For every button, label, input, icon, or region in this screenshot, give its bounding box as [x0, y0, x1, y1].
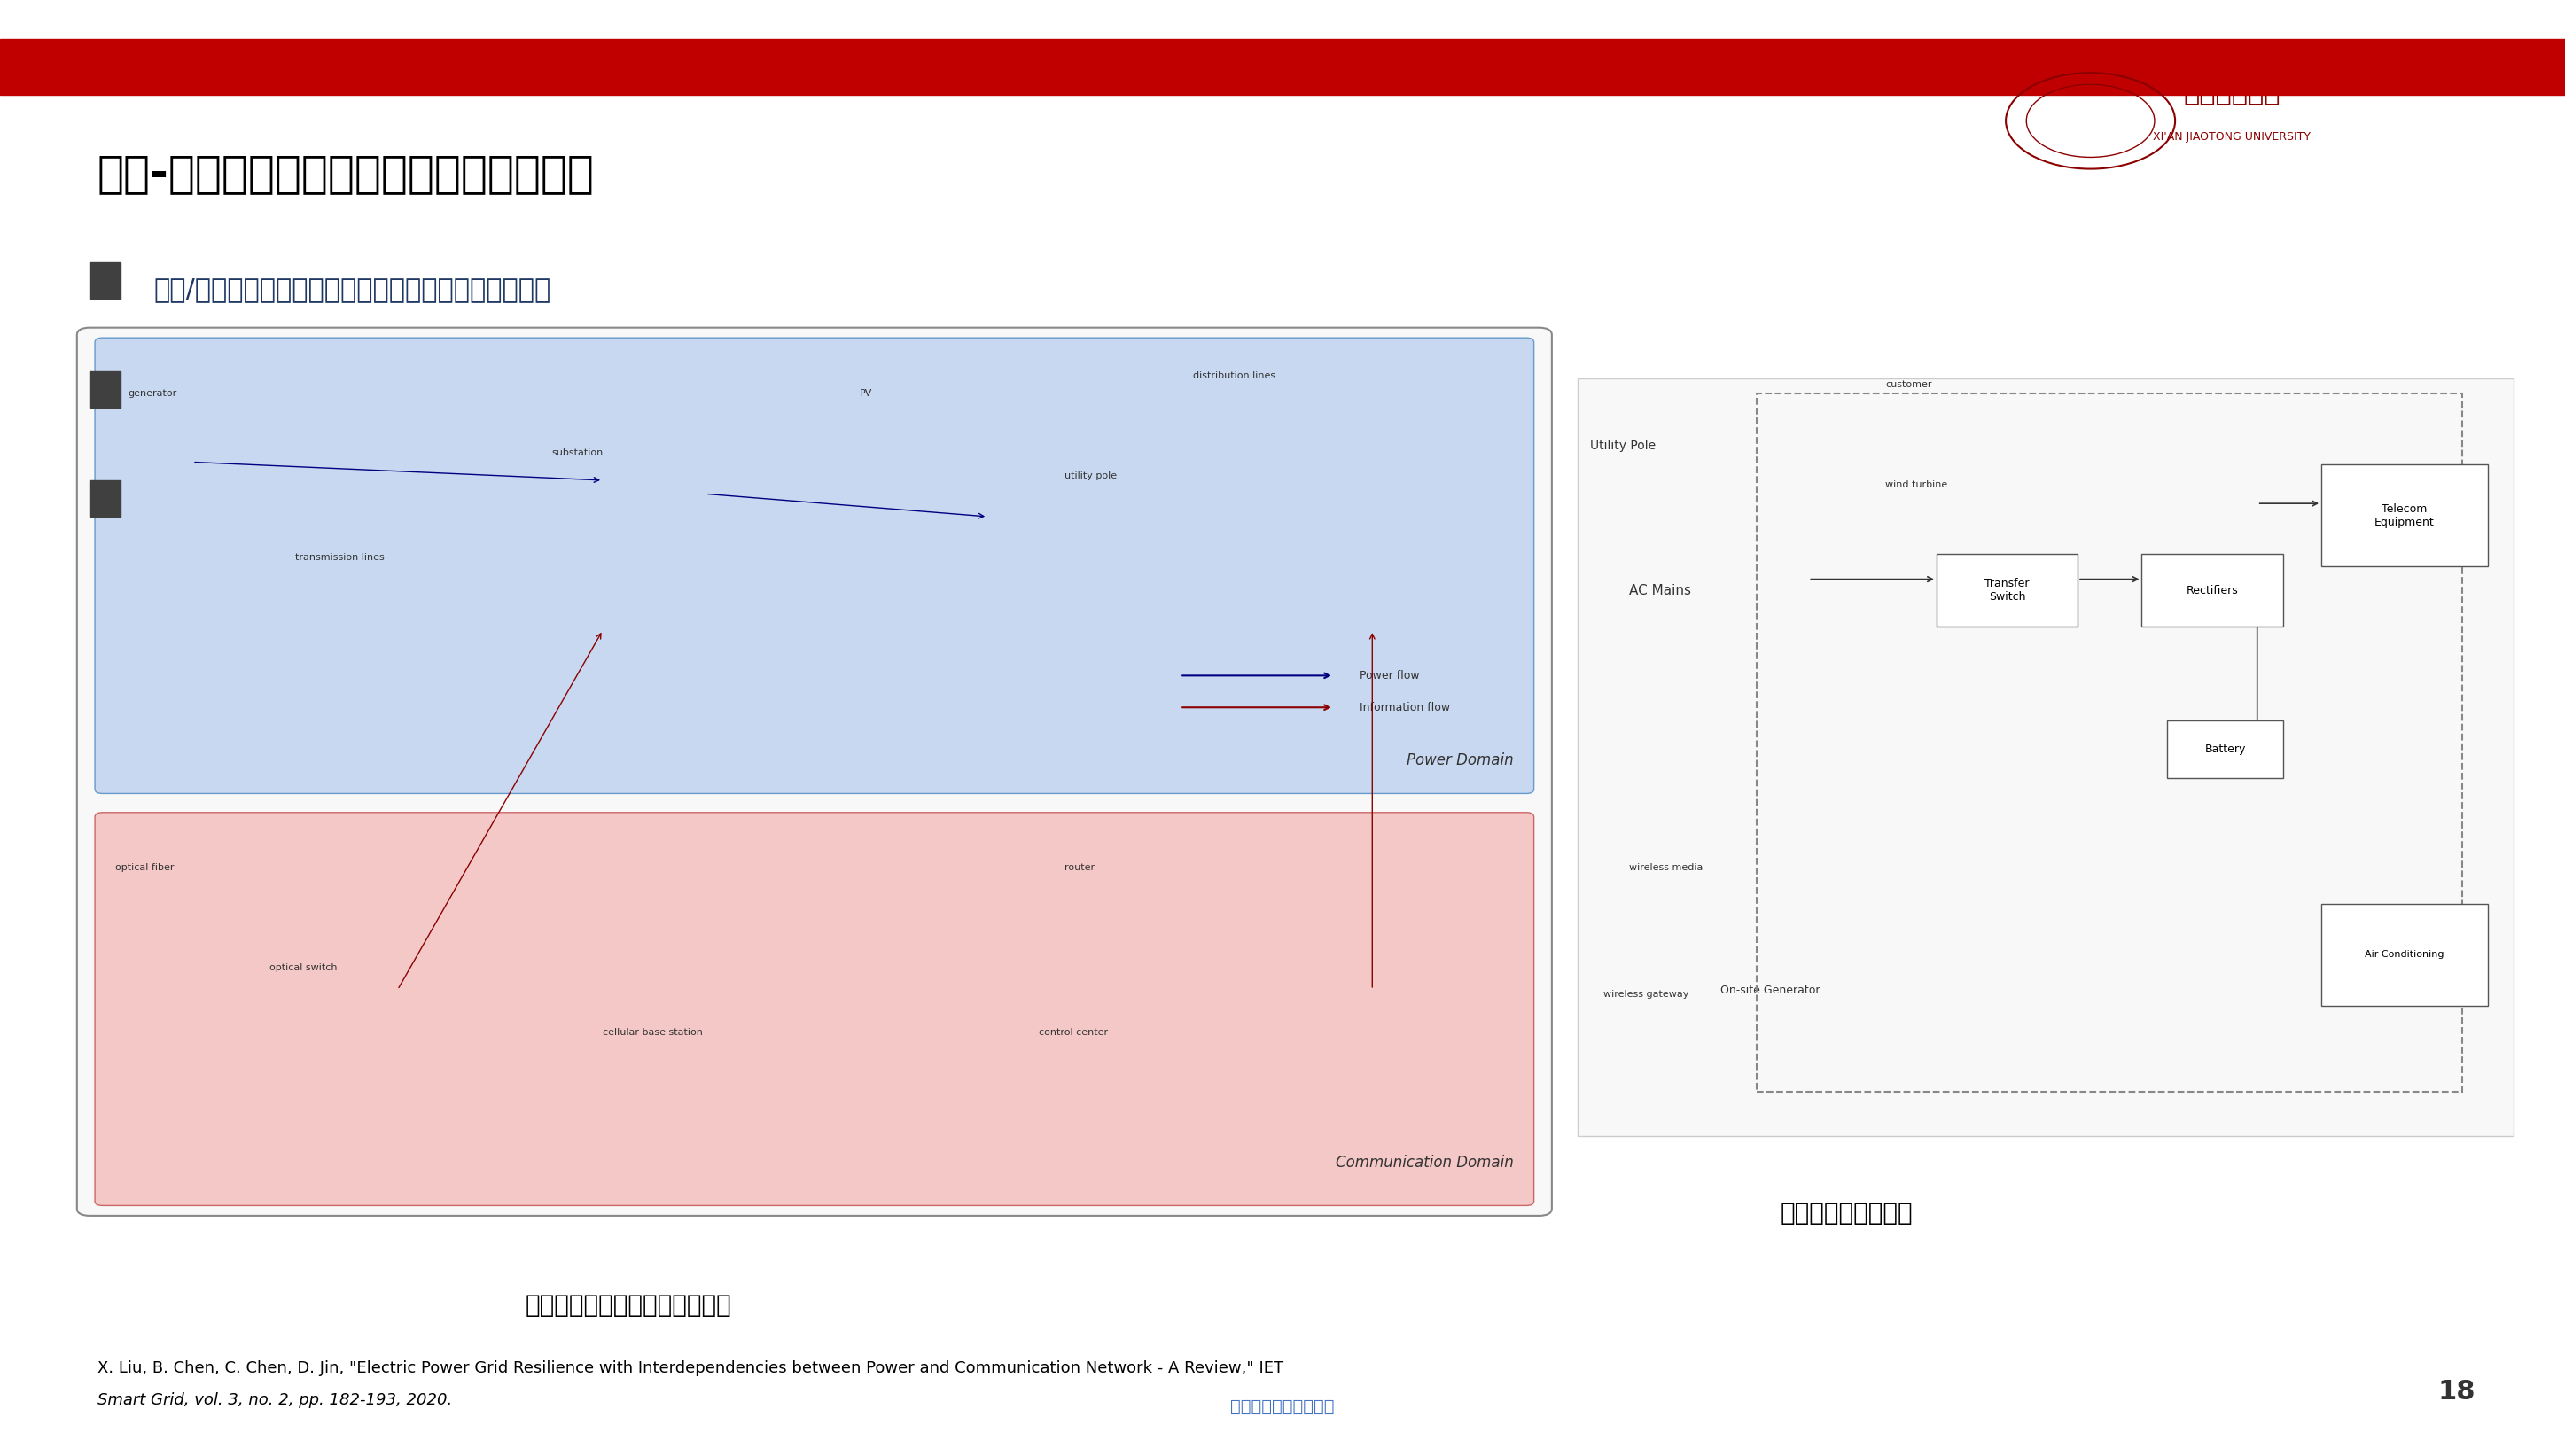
- Text: AC Mains: AC Mains: [1629, 584, 1690, 597]
- Text: cellular base station: cellular base station: [603, 1028, 703, 1037]
- Text: distribution lines: distribution lines: [1193, 371, 1275, 380]
- Text: wireless gateway: wireless gateway: [1603, 990, 1688, 999]
- FancyBboxPatch shape: [1937, 555, 2078, 628]
- Bar: [90, 480, 121, 517]
- Text: transmission lines: transmission lines: [295, 553, 385, 562]
- Text: wireless media: wireless media: [1629, 863, 1703, 872]
- Text: Information flow: Information flow: [1359, 702, 1449, 713]
- Text: Telecom
Equipment: Telecom Equipment: [2375, 502, 2434, 529]
- Text: 18: 18: [2437, 1379, 2475, 1405]
- Text: Power flow: Power flow: [1359, 670, 1418, 681]
- Text: Air Conditioning: Air Conditioning: [2365, 951, 2444, 960]
- Text: Rectifiers: Rectifiers: [2185, 585, 2239, 597]
- Text: control center: control center: [1039, 1028, 1108, 1037]
- Text: substation: substation: [551, 448, 603, 457]
- Text: On-site Generator: On-site Generator: [1721, 984, 1819, 996]
- Text: customer: customer: [1885, 380, 1931, 389]
- Text: utility pole: utility pole: [1064, 472, 1116, 480]
- FancyBboxPatch shape: [95, 812, 1534, 1206]
- Text: 通信设备的供电系统: 通信设备的供电系统: [1780, 1201, 1913, 1226]
- Text: 极端事件下两个系统影响关联性，导致整个供电恢复的效率下降: 极端事件下两个系统影响关联性，导致整个供电恢复的效率下降: [154, 495, 608, 521]
- Text: wind turbine: wind turbine: [1885, 480, 1947, 489]
- Text: 《电工技术学报》发布: 《电工技术学报》发布: [1231, 1398, 1334, 1415]
- Text: Transfer
Switch: Transfer Switch: [1985, 578, 2029, 603]
- Text: optical switch: optical switch: [269, 962, 336, 971]
- Text: router: router: [1064, 863, 1095, 872]
- Text: 信息-物理耦合特性对电力系统恢复的影响: 信息-物理耦合特性对电力系统恢复的影响: [97, 153, 595, 195]
- FancyBboxPatch shape: [77, 328, 1552, 1216]
- Bar: [0, 39, 2565, 95]
- Bar: [90, 262, 121, 298]
- Text: XI'AN JIAOTONG UNIVERSITY: XI'AN JIAOTONG UNIVERSITY: [2152, 131, 2311, 143]
- FancyBboxPatch shape: [95, 338, 1534, 794]
- Text: Communication Domain: Communication Domain: [1336, 1155, 1513, 1171]
- FancyBboxPatch shape: [2167, 721, 2283, 779]
- Text: generator: generator: [128, 389, 177, 399]
- Bar: [90, 371, 121, 408]
- FancyBboxPatch shape: [2321, 464, 2488, 566]
- Text: 通信/信息系统故障影响恢复决策的信息采集和指令下达: 通信/信息系统故障影响恢复决策的信息采集和指令下达: [154, 277, 551, 303]
- Text: Battery: Battery: [2203, 744, 2247, 756]
- Text: 西安交通大學: 西安交通大學: [2183, 80, 2280, 106]
- Text: Power Domain: Power Domain: [1406, 753, 1513, 769]
- Text: Smart Grid, vol. 3, no. 2, pp. 182-193, 2020.: Smart Grid, vol. 3, no. 2, pp. 182-193, …: [97, 1392, 451, 1408]
- Text: 电力系统故障影响通信/信息系统的供电: 电力系统故障影响通信/信息系统的供电: [154, 386, 439, 412]
- Text: Utility Pole: Utility Pole: [1590, 440, 1657, 451]
- FancyBboxPatch shape: [1577, 379, 2514, 1136]
- FancyBboxPatch shape: [2321, 904, 2488, 1006]
- FancyBboxPatch shape: [2142, 555, 2283, 628]
- Text: X. Liu, B. Chen, C. Chen, D. Jin, "Electric Power Grid Resilience with Interdepe: X. Liu, B. Chen, C. Chen, D. Jin, "Elect…: [97, 1360, 1282, 1376]
- Text: optical fiber: optical fiber: [115, 863, 174, 872]
- Text: 电力系统和通信系统的耦合关系: 电力系统和通信系统的耦合关系: [526, 1293, 731, 1318]
- Text: PV: PV: [859, 389, 872, 399]
